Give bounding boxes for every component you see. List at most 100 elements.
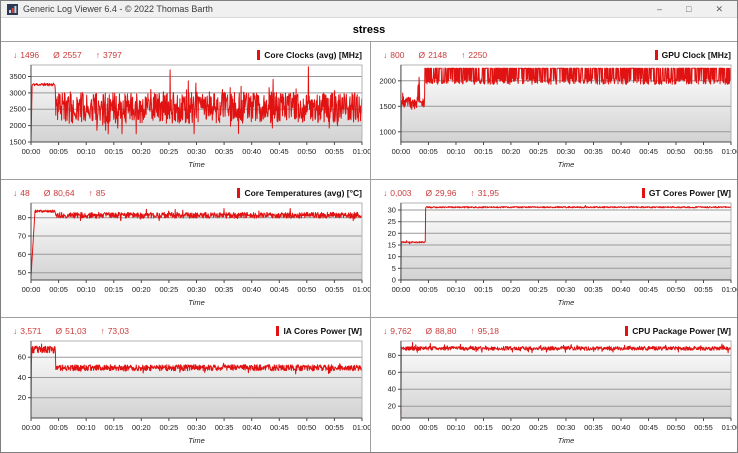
svg-text:00:20: 00:20 [132, 147, 151, 156]
legend: GPU Clock [MHz] [654, 50, 731, 60]
stat-max: ↑ 31,95 [470, 188, 499, 198]
svg-text:01:00: 01:00 [353, 147, 370, 156]
svg-text:01:00: 01:00 [722, 423, 738, 432]
svg-text:Time: Time [188, 160, 205, 169]
arrow-down-icon: ↓ [383, 326, 388, 336]
svg-text:00:55: 00:55 [694, 285, 713, 294]
chart-panel-core-temperatures: ↓ 48 Ø 80,64 ↑ 85 Core Temperatures (avg) [… [1, 180, 370, 317]
close-button[interactable]: ✕ [715, 3, 723, 14]
svg-text:00:30: 00:30 [187, 423, 206, 432]
arrow-up-icon: ↑ [95, 50, 100, 60]
svg-text:00:55: 00:55 [325, 423, 344, 432]
svg-text:00:15: 00:15 [474, 147, 493, 156]
svg-text:00:05: 00:05 [49, 147, 68, 156]
titlebar[interactable]: Generic Log Viewer 6.4 - © 2022 Thomas B… [1, 1, 737, 18]
chart-panel-gt-cores-power: ↓ 0,003 Ø 29,96 ↑ 31,95 GT Cores Power [W] … [371, 180, 738, 317]
svg-text:00:25: 00:25 [160, 423, 179, 432]
svg-text:20: 20 [388, 402, 396, 411]
average-icon: Ø [418, 50, 426, 60]
svg-text:00:15: 00:15 [474, 423, 493, 432]
legend-title: GPU Clock [MHz] [661, 50, 731, 60]
average-icon: Ø [425, 326, 433, 336]
svg-text:Time: Time [558, 298, 575, 307]
arrow-down-icon: ↓ [13, 50, 18, 60]
svg-text:3000: 3000 [9, 88, 26, 97]
legend-title: CPU Package Power [W] [632, 326, 731, 336]
log-title-header: stress [1, 18, 737, 42]
stats-row: ↓ 0,003 Ø 29,96 ↑ 31,95 [383, 188, 499, 198]
svg-text:00:55: 00:55 [694, 147, 713, 156]
chart-canvas-cpu-package-power: 20 40 60 80 00:00 00:05 00:10 00:15 00:20 00:25 00… [371, 338, 738, 451]
svg-text:00:10: 00:10 [77, 423, 96, 432]
stat-avg: Ø 29,96 [425, 188, 457, 198]
legend-title: Core Temperatures (avg) [°C] [244, 188, 362, 198]
svg-text:00:00: 00:00 [392, 285, 411, 294]
svg-text:80: 80 [388, 351, 396, 360]
svg-text:00:15: 00:15 [104, 285, 123, 294]
svg-text:01:00: 01:00 [722, 285, 738, 294]
legend-color-bar [257, 50, 261, 60]
svg-text:00:50: 00:50 [297, 285, 316, 294]
legend-title: Core Clocks (avg) [MHz] [264, 50, 362, 60]
chart-canvas-ia-cores-power: 20 40 60 00:00 00:05 00:10 00:15 00:20 00:25 00:3… [1, 338, 370, 451]
stat-avg: Ø 88,80 [425, 326, 457, 336]
legend-color-bar [625, 326, 629, 336]
arrow-up-icon: ↑ [470, 326, 475, 336]
svg-text:00:35: 00:35 [215, 423, 234, 432]
stat-min: ↓ 3,571 [13, 326, 42, 336]
stats-row: ↓ 9,762 Ø 88,80 ↑ 95,18 [383, 326, 499, 336]
svg-text:15: 15 [388, 240, 396, 249]
svg-text:3500: 3500 [9, 72, 26, 81]
chart-panel-gpu-clock: ↓ 800 Ø 2148 ↑ 2250 GPU Clock [MHz] 1000 150… [371, 42, 737, 179]
svg-text:00:00: 00:00 [22, 147, 41, 156]
svg-text:00:45: 00:45 [639, 147, 658, 156]
svg-text:00:10: 00:10 [77, 285, 96, 294]
svg-text:00:20: 00:20 [502, 285, 521, 294]
svg-text:00:50: 00:50 [297, 147, 316, 156]
legend-title: GT Cores Power [W] [648, 188, 731, 198]
stat-min: ↓ 9,762 [383, 326, 412, 336]
legend-color-bar [654, 50, 658, 60]
svg-text:00:30: 00:30 [557, 285, 576, 294]
svg-text:00:25: 00:25 [529, 423, 548, 432]
stat-min: ↓ 48 [13, 188, 30, 198]
stats-row: ↓ 3,571 Ø 51,03 ↑ 73,03 [13, 326, 129, 336]
svg-text:00:40: 00:40 [242, 285, 261, 294]
chart-canvas-gt-cores-power: 0 5 10 15 20 25 30 00:00 00:05 00:10 00:15 00:20 00:… [371, 200, 738, 313]
maximize-button[interactable]: □ [686, 3, 692, 14]
minimize-button[interactable]: – [657, 3, 663, 14]
legend-color-bar [276, 326, 280, 336]
legend: CPU Package Power [W] [625, 326, 731, 336]
svg-text:00:40: 00:40 [242, 423, 261, 432]
svg-text:00:00: 00:00 [392, 423, 411, 432]
stats-row: ↓ 1496 Ø 2557 ↑ 3797 [13, 50, 122, 60]
window-title: Generic Log Viewer 6.4 - © 2022 Thomas B… [23, 4, 213, 14]
svg-text:00:10: 00:10 [447, 147, 466, 156]
svg-text:2000: 2000 [379, 76, 396, 85]
svg-text:Time: Time [188, 298, 205, 307]
svg-text:2000: 2000 [9, 121, 26, 130]
svg-text:01:00: 01:00 [353, 285, 370, 294]
svg-text:00:20: 00:20 [132, 285, 151, 294]
chart-svg: 1000 1500 2000 00:00 00:05 00:10 00:15 00:20 00:… [379, 64, 737, 169]
legend: Core Temperatures (avg) [°C] [237, 188, 362, 198]
svg-text:00:15: 00:15 [104, 423, 123, 432]
legend-color-bar [641, 188, 645, 198]
svg-text:00:00: 00:00 [22, 423, 41, 432]
svg-text:00:40: 00:40 [242, 147, 261, 156]
svg-text:00:55: 00:55 [325, 147, 344, 156]
stat-max: ↑ 85 [88, 188, 106, 198]
svg-text:Time: Time [558, 436, 575, 445]
svg-text:0: 0 [392, 275, 396, 284]
chart-svg: 20 40 60 80 00:00 00:05 00:10 00:15 00:20 00:25 00… [388, 340, 738, 445]
svg-text:40: 40 [388, 385, 396, 394]
svg-text:1500: 1500 [9, 138, 26, 147]
average-icon: Ø [425, 188, 433, 198]
svg-text:00:20: 00:20 [132, 423, 151, 432]
svg-text:00:35: 00:35 [584, 285, 603, 294]
legend-color-bar [237, 188, 241, 198]
svg-text:70: 70 [18, 232, 26, 241]
svg-text:00:05: 00:05 [49, 285, 68, 294]
svg-text:00:05: 00:05 [49, 423, 68, 432]
stat-max: ↑ 73,03 [100, 326, 129, 336]
